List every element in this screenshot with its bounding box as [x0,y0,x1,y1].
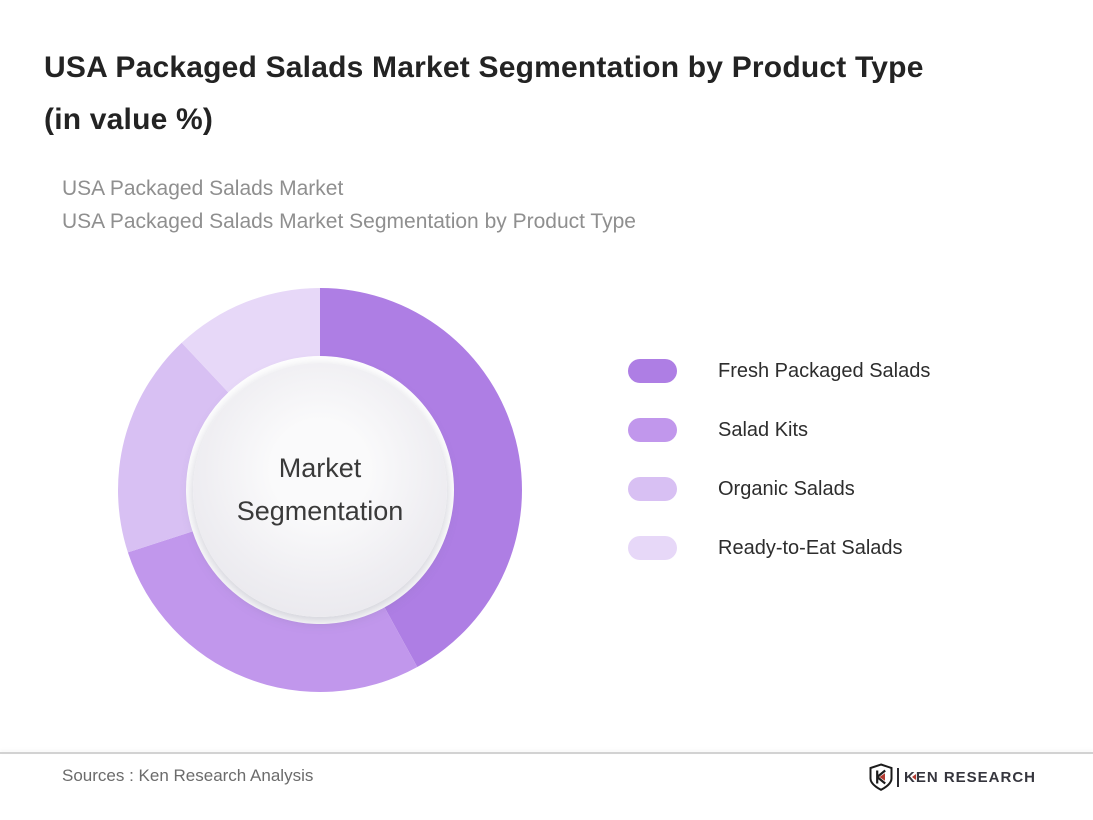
legend-swatch [628,418,677,442]
legend-label: Fresh Packaged Salads [718,359,931,382]
legend-swatch [628,536,677,560]
logo-divider-bar [896,767,899,787]
page-title-line-1: USA Packaged Salads Market Segmentation … [44,51,924,84]
chart-legend: Fresh Packaged Salads Salad Kits Organic S… [628,359,930,560]
page-subtitle-line-2: USA Packaged Salads Market Segmentation … [62,210,636,233]
legend-label: Salad Kits [718,418,809,441]
legend-label: Organic Salads [718,477,855,500]
ken-research-logo: KEN RESEARCH [869,761,1036,793]
footer-divider [0,752,1093,754]
legend-swatch [628,359,677,383]
donut-slice-fresh-packaged-salads [320,288,522,668]
sources-text: Sources : Ken Research Analysis [62,766,314,785]
wordmark-k-letter: K [903,768,916,786]
legend-label: Ready-to-Eat Salads [718,536,903,559]
donut-center-label-line-1: Market [278,453,362,483]
page-title-line-2: (in value %) [44,103,214,136]
page-title: USA Packaged Salads Market Segmentation … [44,42,1064,146]
donut-chart: Market Segmentation [118,288,522,692]
donut-slice-ready-to-eat-salads [181,288,320,393]
donut-center-circle: Market Segmentation [193,363,447,617]
donut-center-label-line-2: Segmentation [236,496,404,526]
legend-item-fresh-packaged-salads: Fresh Packaged Salads [628,359,930,383]
legend-item-ready-to-eat-salads: Ready-to-Eat Salads [628,536,930,560]
donut-slices [118,288,522,692]
legend-swatch [628,477,677,501]
legend-item-organic-salads: Organic Salads [628,477,930,501]
ken-research-shield-icon [869,763,893,791]
page-subtitle-line-1: USA Packaged Salads Market [62,177,344,200]
donut-slice-salad-kits [127,531,418,692]
page-subtitle: USA Packaged Salads Market USA Packaged … [62,172,1022,238]
donut-slice-organic-salads [118,342,229,553]
legend-item-salad-kits: Salad Kits [628,418,930,442]
ken-research-wordmark: KEN RESEARCH [904,769,1036,786]
wordmark-rest: EN RESEARCH [915,768,1036,786]
